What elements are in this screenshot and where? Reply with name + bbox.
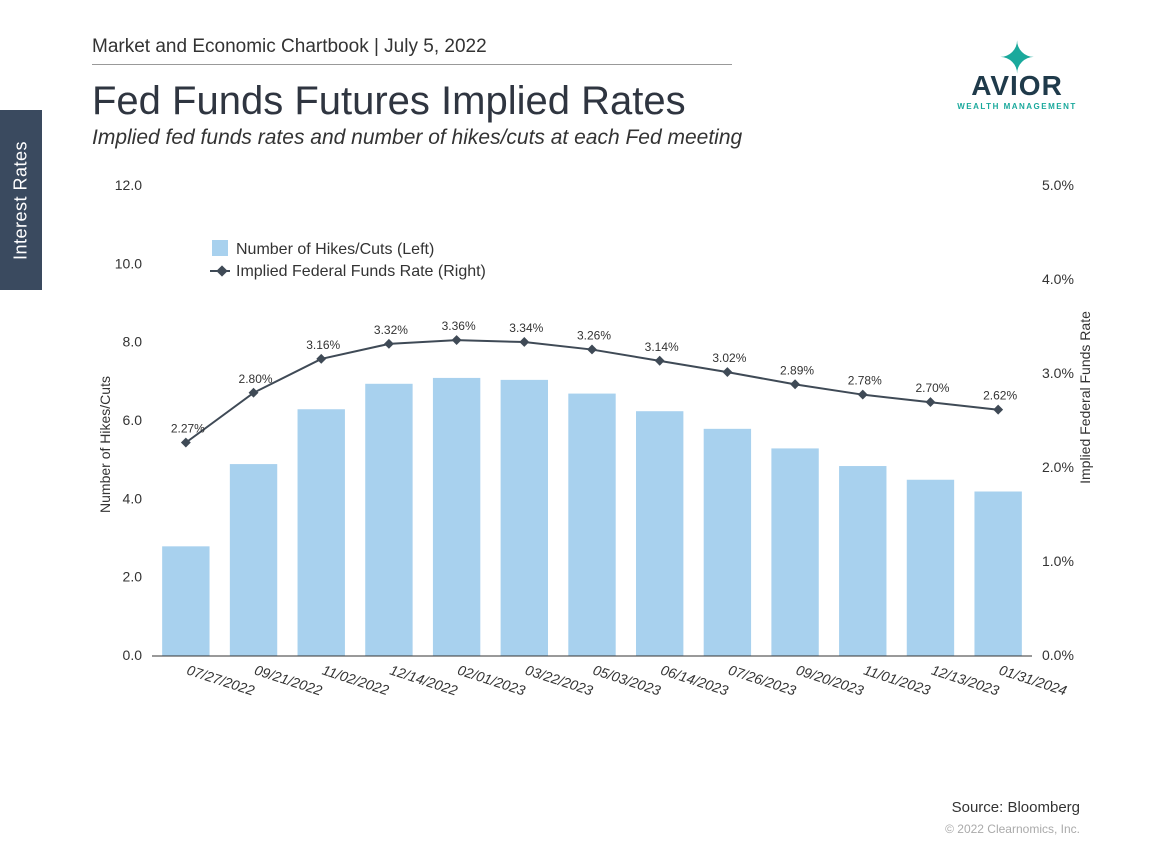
- y-right-tick-label: 3.0%: [1042, 365, 1074, 381]
- logo-star-icon: ✦: [942, 46, 1092, 72]
- x-tick-label: 09/21/2022: [253, 662, 325, 699]
- bar: [907, 480, 954, 656]
- logo-subtitle: WEALTH MANAGEMENT: [942, 102, 1092, 111]
- line-data-label: 2.89%: [780, 363, 814, 377]
- line-data-label: 2.27%: [171, 422, 205, 436]
- line-data-label: 3.34%: [509, 321, 543, 335]
- y-left-axis-title: Number of Hikes/Cuts: [97, 376, 113, 513]
- line-marker: [655, 356, 665, 366]
- y-left-tick-label: 12.0: [115, 177, 142, 193]
- x-tick-label: 07/26/2023: [726, 662, 798, 699]
- line-marker: [722, 367, 732, 377]
- bar: [162, 546, 209, 656]
- bar: [771, 448, 818, 656]
- y-left-tick-label: 8.0: [123, 334, 143, 350]
- header-top-line: Market and Economic Chartbook | July 5, …: [92, 36, 732, 65]
- line-marker: [926, 397, 936, 407]
- page-title: Fed Funds Futures Implied Rates: [92, 79, 852, 124]
- footer: Source: Bloomberg © 2022 Clearnomics, In…: [945, 799, 1080, 836]
- bar: [839, 466, 886, 656]
- x-tick-label: 11/01/2023: [862, 662, 933, 699]
- x-tick-label: 07/27/2022: [185, 662, 257, 699]
- y-left-tick-label: 10.0: [115, 255, 142, 271]
- line-data-label: 3.36%: [442, 319, 476, 333]
- y-right-tick-label: 5.0%: [1042, 177, 1074, 193]
- line-data-label: 2.80%: [239, 372, 273, 386]
- x-tick-label: 01/31/2024: [997, 662, 1069, 699]
- line-marker: [316, 354, 326, 364]
- y-left-tick-label: 4.0: [123, 490, 143, 506]
- line-data-label: 3.32%: [374, 323, 408, 337]
- header: Market and Economic Chartbook | July 5, …: [92, 36, 852, 150]
- x-tick-label: 03/22/2023: [523, 662, 595, 699]
- line-marker: [587, 345, 597, 355]
- y-right-tick-label: 0.0%: [1042, 647, 1074, 663]
- legend-bar-swatch: [212, 240, 228, 256]
- line-data-label: 2.70%: [915, 381, 949, 395]
- legend-bar-label: Number of Hikes/Cuts (Left): [236, 241, 434, 258]
- bar: [298, 409, 345, 656]
- bar: [636, 411, 683, 656]
- y-left-tick-label: 0.0: [123, 647, 143, 663]
- line-data-label: 3.02%: [712, 351, 746, 365]
- line-marker: [519, 337, 529, 347]
- y-left-tick-label: 6.0: [123, 412, 143, 428]
- legend-line-marker: [216, 265, 227, 276]
- bar: [704, 429, 751, 656]
- legend-line-label: Implied Federal Funds Rate (Right): [236, 263, 486, 280]
- x-tick-label: 12/13/2023: [930, 662, 1002, 699]
- y-right-axis-title: Implied Federal Funds Rate: [1077, 311, 1093, 484]
- line-data-label: 3.14%: [645, 340, 679, 354]
- bar: [974, 492, 1021, 657]
- y-left-tick-label: 2.0: [123, 569, 143, 585]
- chart-container: 0.0 2.0 4.0 6.0 8.0 10.0 12.0 0.0% 1.0% 2.0% 3.0% 4…: [92, 176, 1092, 736]
- line-marker: [858, 390, 868, 400]
- bar: [230, 464, 277, 656]
- page-subtitle: Implied fed funds rates and number of hi…: [92, 126, 852, 150]
- x-tick-label: 11/02/2022: [320, 662, 391, 699]
- line-data-label: 2.78%: [848, 374, 882, 388]
- x-tick-label: 06/14/2023: [659, 662, 731, 699]
- line-data-label: 2.62%: [983, 389, 1017, 403]
- bar: [568, 394, 615, 656]
- bar: [365, 384, 412, 656]
- y-right-tick-label: 2.0%: [1042, 459, 1074, 475]
- x-tick-label: 09/20/2023: [794, 662, 866, 699]
- logo-name: AVIOR: [942, 70, 1092, 102]
- copyright-text: © 2022 Clearnomics, Inc.: [945, 822, 1080, 836]
- line-marker: [452, 335, 462, 345]
- line-data-label: 3.26%: [577, 329, 611, 343]
- line-marker: [993, 405, 1003, 415]
- bar: [501, 380, 548, 656]
- x-tick-label: 12/14/2022: [388, 662, 460, 699]
- chart-svg: 0.0 2.0 4.0 6.0 8.0 10.0 12.0 0.0% 1.0% 2.0% 3.0% 4…: [92, 176, 1092, 736]
- y-right-tick-label: 1.0%: [1042, 553, 1074, 569]
- line-marker: [790, 379, 800, 389]
- side-tab: Interest Rates: [0, 110, 42, 290]
- source-text: Source: Bloomberg: [945, 799, 1080, 816]
- line-marker: [384, 339, 394, 349]
- brand-logo: ✦ AVIOR WEALTH MANAGEMENT: [942, 46, 1092, 111]
- bar: [433, 378, 480, 656]
- x-tick-label: 05/03/2023: [591, 662, 663, 699]
- y-right-tick-label: 4.0%: [1042, 271, 1074, 287]
- line-data-label: 3.16%: [306, 338, 340, 352]
- x-tick-label: 02/01/2023: [456, 662, 528, 699]
